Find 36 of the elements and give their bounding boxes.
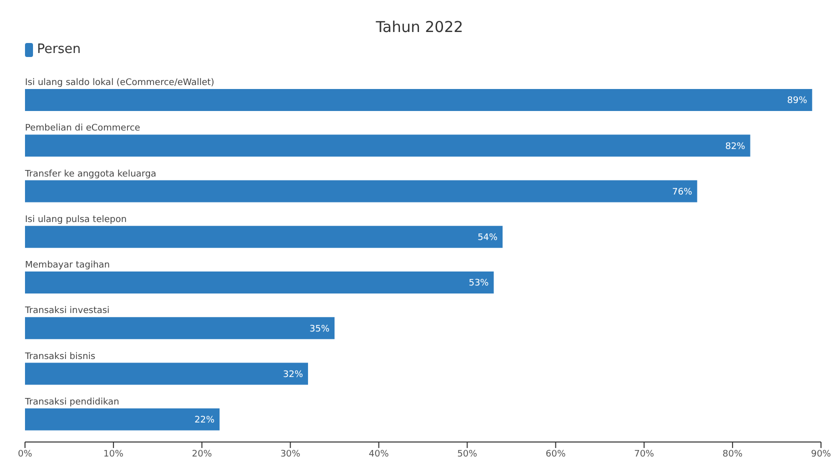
bar [25, 272, 494, 294]
bar [25, 89, 812, 111]
y-tick-label: Membayar tagihan [25, 260, 110, 270]
x-tick-label: 80% [722, 449, 743, 460]
data-label: 76% [672, 187, 693, 198]
x-tick-label: 20% [192, 449, 212, 460]
y-tick-label: Transaksi bisnis [24, 352, 96, 362]
data-label: 89% [787, 96, 808, 106]
x-tick-label: 60% [546, 449, 566, 460]
data-label: 54% [478, 233, 498, 244]
x-tick-label: 90% [810, 449, 832, 460]
data-label: 82% [725, 142, 746, 152]
x-tick-label: 50% [457, 449, 478, 460]
y-tick-label: Pembelian di eCommerce [25, 124, 141, 134]
bar [25, 317, 335, 340]
y-tick-label: Transfer ke anggota keluarga [24, 169, 156, 180]
data-label: 32% [283, 370, 304, 380]
x-tick-label: 0% [18, 449, 33, 460]
data-label: 35% [310, 324, 330, 334]
x-tick-label: 30% [280, 449, 301, 460]
x-tick-label: 10% [103, 449, 124, 460]
x-tick-label: 70% [634, 449, 655, 460]
bar [25, 408, 220, 430]
legend-label: Persen [36, 42, 81, 57]
data-label: 22% [194, 416, 216, 426]
x-tick-label: 40% [368, 449, 390, 460]
y-tick-label: Isi ulang pulsa telepon [25, 214, 127, 225]
bar [25, 362, 308, 385]
bar [25, 180, 698, 202]
chart-title: Tahun 2022 [374, 17, 464, 38]
y-tick-label: Transaksi investasi [24, 306, 110, 316]
y-tick-label: Isi ulang saldo lokal (eCommerce/eWallet) [25, 78, 214, 88]
data-label: 53% [468, 278, 490, 289]
bar [25, 226, 503, 248]
y-tick-label: Transaksi pendidikan [24, 397, 120, 408]
bar [25, 134, 750, 157]
